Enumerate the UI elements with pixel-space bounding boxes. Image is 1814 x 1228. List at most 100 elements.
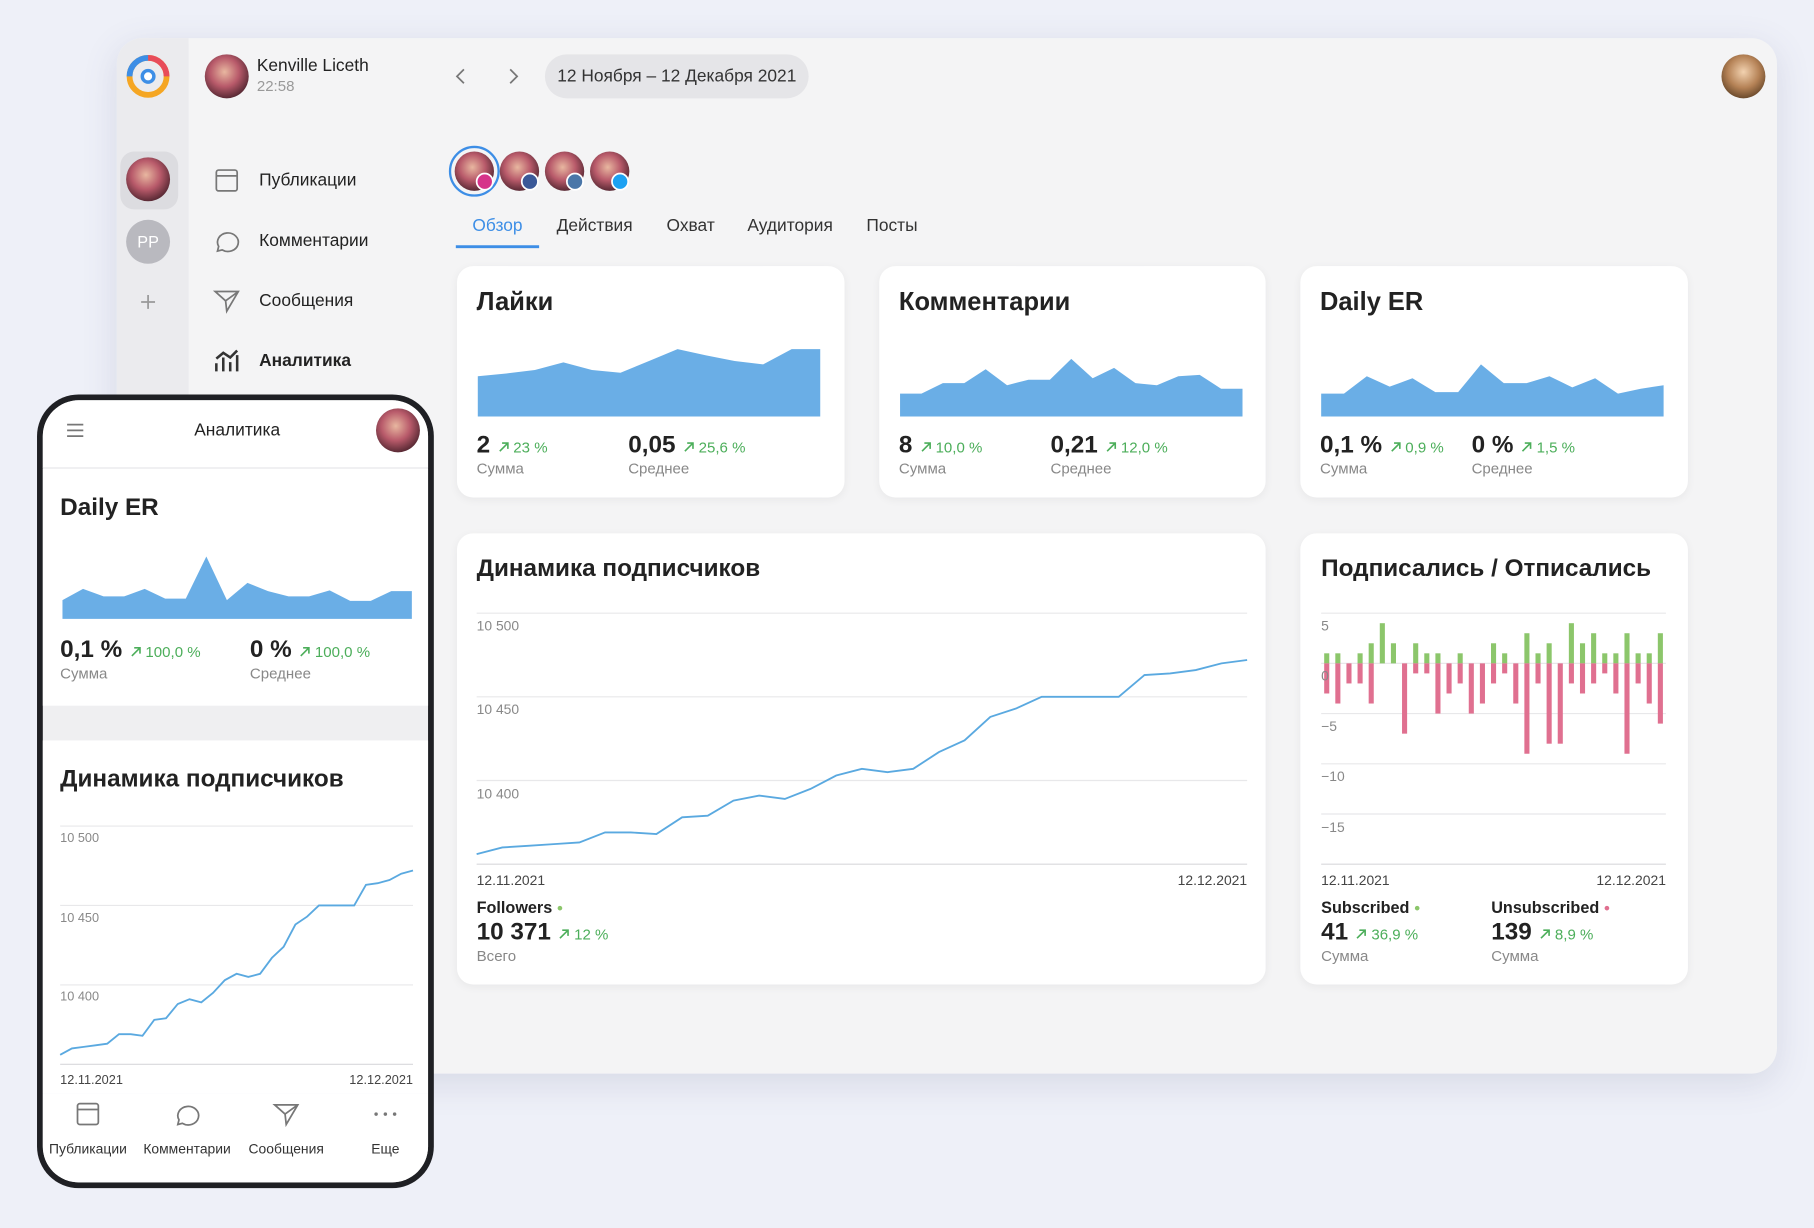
- bar: [1635, 653, 1641, 664]
- card-title: Лайки: [476, 286, 554, 316]
- kpi-label: Сумма: [1320, 459, 1368, 478]
- bar: [1568, 623, 1574, 664]
- logo: [126, 54, 149, 77]
- bar: [1646, 653, 1652, 664]
- bar: [1591, 633, 1597, 664]
- nav-item[interactable]: Публикации: [259, 170, 357, 191]
- card-title: Динамика подписчиков: [476, 555, 761, 582]
- kpi-change: 12,0 %: [1106, 438, 1168, 455]
- y-tick-label: 10 500: [476, 617, 520, 634]
- card-title: Daily ER: [60, 493, 159, 521]
- x-tick-label: 12.11.2021: [1321, 872, 1390, 889]
- card-title: Комментарии: [898, 286, 1071, 316]
- bar: [1324, 653, 1330, 664]
- kpi-value: 0,1 %: [60, 636, 123, 663]
- add-account: [141, 295, 156, 309]
- bar: [1657, 663, 1663, 724]
- kpi: 10 371 12 %: [477, 919, 609, 947]
- up-arrow: [300, 647, 310, 657]
- date-range[interactable]: 12 Ноября – 12 Декабря 2021: [557, 66, 797, 87]
- kpi: 41 36,9 %: [1321, 919, 1418, 947]
- kpi: 139 8,9 %: [1491, 919, 1593, 947]
- bar: [1435, 653, 1441, 664]
- bar: [1490, 663, 1497, 684]
- kpi: 0,21 12,0 %: [1050, 432, 1167, 460]
- spark-area: [477, 349, 821, 417]
- bar: [1635, 663, 1641, 684]
- user-name: Kenville Liceth: [256, 56, 369, 76]
- tab[interactable]: Действия: [556, 215, 633, 236]
- legend-item: Followers: [477, 898, 563, 917]
- icon: [383, 1112, 388, 1116]
- y-tick-label: −5: [1321, 718, 1338, 735]
- card-title: Daily ER: [1320, 286, 1424, 316]
- bar: [1579, 643, 1586, 664]
- phone-header: [42, 400, 429, 469]
- bar: [1524, 633, 1530, 664]
- card-title: Подписались / Отписались: [1321, 555, 1652, 582]
- up-arrow: [921, 442, 931, 452]
- up-arrow: [684, 442, 694, 452]
- bar: [1446, 663, 1452, 694]
- tab[interactable]: Посты: [866, 215, 918, 236]
- nav-item[interactable]: Комментарии: [259, 230, 369, 251]
- nav-item[interactable]: Сообщения: [259, 290, 354, 311]
- bar: [1424, 653, 1430, 664]
- up-arrow: [559, 929, 570, 939]
- kpi: 0,1 % 100,0 %: [60, 636, 200, 664]
- kpi-change-value: 0,9 %: [1405, 437, 1444, 456]
- kpi-change: 10,0 %: [921, 438, 982, 455]
- x-tick-label: 12.11.2021: [60, 1073, 123, 1088]
- bottom-nav-item[interactable]: Комментарии: [143, 1140, 231, 1157]
- bar: [1335, 663, 1341, 704]
- spark-area: [62, 556, 412, 619]
- bottom-nav-item[interactable]: Публикации: [49, 1140, 127, 1157]
- kpi-change-value: 1,5 %: [1536, 437, 1576, 456]
- kpi-change-value: 12,0 %: [1120, 437, 1168, 456]
- kpi-label: Сумма: [476, 459, 524, 478]
- line: [59, 869, 414, 1056]
- up-arrow: [130, 647, 141, 657]
- bar: [1613, 653, 1619, 664]
- kpi-change-value: 8,9 %: [1554, 924, 1594, 943]
- up-arrow: [1522, 442, 1532, 452]
- kpi-label: Всего: [476, 946, 517, 965]
- bar: [1357, 663, 1363, 684]
- tab[interactable]: Обзор: [472, 215, 523, 236]
- nav-item[interactable]: Аналитика: [259, 351, 352, 371]
- menu-icon: [67, 423, 84, 438]
- logo: [147, 54, 170, 77]
- bar: [1557, 663, 1563, 744]
- account-initials[interactable]: PP: [137, 232, 159, 252]
- kpi-change-value: 12 %: [574, 924, 609, 943]
- bar: [1535, 663, 1541, 684]
- bar: [1591, 663, 1597, 684]
- kpi: 2 23 %: [477, 432, 548, 460]
- kpi-value: 41: [1321, 918, 1349, 946]
- kpi-change: 8,9 %: [1540, 924, 1594, 943]
- bar: [1502, 653, 1508, 664]
- tab[interactable]: Охват: [666, 215, 715, 236]
- phone-card: [42, 468, 429, 706]
- icon: [272, 1103, 300, 1128]
- bottom-nav-item[interactable]: Сообщения: [248, 1140, 324, 1157]
- icon: [374, 1112, 378, 1116]
- icon: [76, 1102, 100, 1126]
- bottom-nav-item[interactable]: Еще: [371, 1140, 400, 1157]
- bar: [1346, 663, 1352, 684]
- avatar: [1721, 54, 1766, 99]
- date-pill: [544, 54, 809, 99]
- kpi-label: Сумма: [898, 459, 947, 478]
- kpi-label: Среднее: [628, 459, 690, 478]
- bar: [1646, 663, 1652, 704]
- icon: [216, 232, 240, 253]
- kpi-value: 0 %: [249, 636, 292, 663]
- bar: [1390, 643, 1397, 664]
- bar: [1524, 663, 1530, 754]
- tab[interactable]: Аудитория: [747, 215, 833, 236]
- bar: [1379, 623, 1385, 664]
- kpi: 0 % 1,5 %: [1472, 432, 1575, 460]
